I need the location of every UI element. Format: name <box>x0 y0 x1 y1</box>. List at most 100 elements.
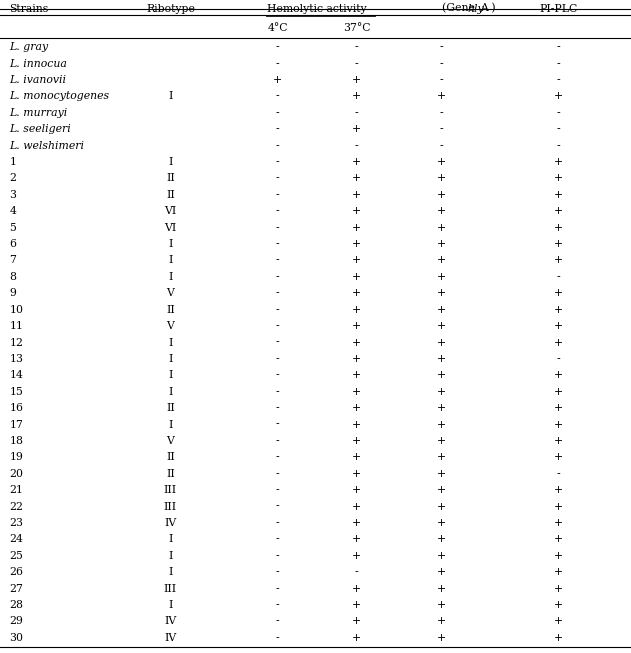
Text: +: + <box>437 174 446 183</box>
Text: -: - <box>276 403 280 413</box>
Text: -: - <box>276 584 280 594</box>
Text: +: + <box>352 206 361 216</box>
Text: +: + <box>352 584 361 594</box>
Text: -: - <box>276 534 280 545</box>
Text: +: + <box>437 436 446 446</box>
Text: +: + <box>554 436 563 446</box>
Text: +: + <box>437 321 446 331</box>
Text: -: - <box>440 59 444 69</box>
Text: -: - <box>276 518 280 528</box>
Text: V: V <box>167 321 174 331</box>
Text: +: + <box>352 157 361 167</box>
Text: I: I <box>168 354 172 364</box>
Text: L. gray: L. gray <box>9 42 49 52</box>
Text: L. innocua: L. innocua <box>9 59 68 69</box>
Text: +: + <box>554 91 563 101</box>
Text: -: - <box>276 453 280 462</box>
Text: -: - <box>355 59 358 69</box>
Text: +: + <box>437 485 446 495</box>
Text: 29: 29 <box>9 616 23 626</box>
Text: -: - <box>557 108 560 118</box>
Text: 23: 23 <box>9 518 23 528</box>
Text: +: + <box>554 534 563 545</box>
Text: +: + <box>437 223 446 232</box>
Text: +: + <box>437 305 446 315</box>
Text: +: + <box>352 288 361 298</box>
Text: I: I <box>168 387 172 397</box>
Text: -: - <box>276 633 280 643</box>
Text: +: + <box>554 550 563 561</box>
Text: -: - <box>276 436 280 446</box>
Text: +: + <box>554 518 563 528</box>
Text: -: - <box>276 124 280 135</box>
Text: II: II <box>166 403 175 413</box>
Text: -: - <box>557 354 560 364</box>
Text: +: + <box>273 75 282 85</box>
Text: -: - <box>276 157 280 167</box>
Text: III: III <box>164 502 177 511</box>
Text: +: + <box>554 190 563 200</box>
Text: +: + <box>437 567 446 577</box>
Text: +: + <box>554 584 563 594</box>
Text: +: + <box>437 239 446 249</box>
Text: +: + <box>437 206 446 216</box>
Text: V: V <box>167 436 174 446</box>
Text: +: + <box>437 387 446 397</box>
Text: +: + <box>554 616 563 626</box>
Text: +: + <box>352 223 361 232</box>
Text: 2: 2 <box>9 174 16 183</box>
Text: +: + <box>554 157 563 167</box>
Text: I: I <box>168 338 172 347</box>
Text: +: + <box>554 403 563 413</box>
Text: I: I <box>168 534 172 545</box>
Text: -: - <box>276 370 280 380</box>
Text: +: + <box>352 272 361 282</box>
Text: -: - <box>276 338 280 347</box>
Text: +: + <box>554 370 563 380</box>
Text: +: + <box>437 338 446 347</box>
Text: +: + <box>437 453 446 462</box>
Text: -: - <box>440 140 444 151</box>
Text: +: + <box>437 370 446 380</box>
Text: -: - <box>276 206 280 216</box>
Text: +: + <box>437 255 446 266</box>
Text: I: I <box>168 239 172 249</box>
Text: +: + <box>437 272 446 282</box>
Text: +: + <box>554 305 563 315</box>
Text: +: + <box>554 600 563 610</box>
Text: III: III <box>164 584 177 594</box>
Text: -: - <box>276 502 280 511</box>
Text: +: + <box>554 567 563 577</box>
Text: +: + <box>437 403 446 413</box>
Text: +: + <box>352 600 361 610</box>
Text: +: + <box>437 616 446 626</box>
Text: +: + <box>352 124 361 135</box>
Text: -: - <box>276 600 280 610</box>
Text: +: + <box>352 321 361 331</box>
Text: V: V <box>167 288 174 298</box>
Text: PI-PLC: PI-PLC <box>540 3 577 14</box>
Text: 4: 4 <box>9 206 16 216</box>
Text: 6: 6 <box>9 239 16 249</box>
Text: 10: 10 <box>9 305 23 315</box>
Text: L. ivanovii: L. ivanovii <box>9 75 66 85</box>
Text: L. murrayi: L. murrayi <box>9 108 68 118</box>
Text: -: - <box>276 469 280 479</box>
Text: 22: 22 <box>9 502 23 511</box>
Text: Strains: Strains <box>9 3 49 14</box>
Text: I: I <box>168 255 172 266</box>
Text: 5: 5 <box>9 223 16 232</box>
Text: -: - <box>557 140 560 151</box>
Text: +: + <box>554 453 563 462</box>
Text: -: - <box>440 124 444 135</box>
Text: 37°C: 37°C <box>343 22 370 33</box>
Text: 9: 9 <box>9 288 16 298</box>
Text: +: + <box>352 403 361 413</box>
Text: +: + <box>352 419 361 430</box>
Text: +: + <box>352 616 361 626</box>
Text: 28: 28 <box>9 600 23 610</box>
Text: -: - <box>276 108 280 118</box>
Text: -: - <box>276 140 280 151</box>
Text: -: - <box>557 272 560 282</box>
Text: +: + <box>352 190 361 200</box>
